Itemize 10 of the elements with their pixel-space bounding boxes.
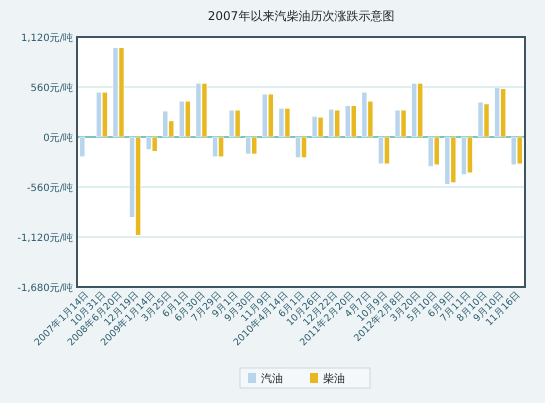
y-tick-label: -1,680元/吨 — [17, 282, 73, 294]
y-tick-label: 1,120元/吨 — [21, 32, 73, 44]
legend-label: 柴油 — [323, 372, 345, 385]
y-tick-label: 560元/吨 — [30, 82, 73, 94]
y-tick-label: -1,120元/吨 — [17, 232, 73, 244]
y-tick-label: 0元/吨 — [43, 132, 73, 144]
bar — [80, 136, 86, 157]
y-tick-label: -560元/吨 — [26, 182, 73, 194]
legend-label: 汽油 — [261, 372, 283, 385]
chart-title: 2007年以来汽柴油历次涨跌示意图 — [208, 9, 394, 23]
